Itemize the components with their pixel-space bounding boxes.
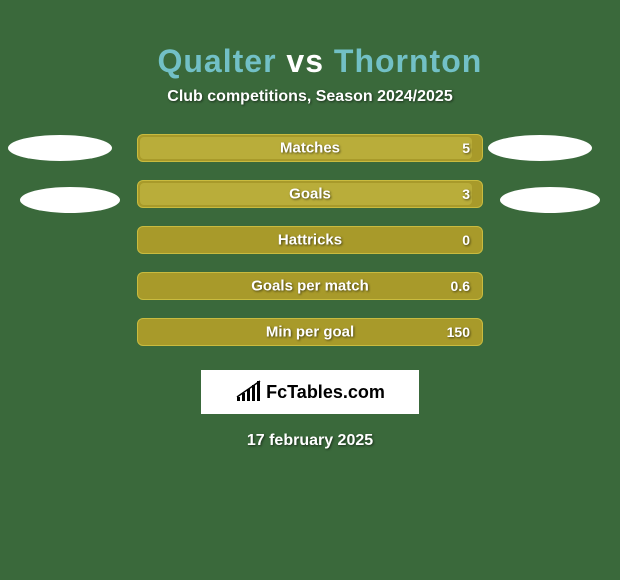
decorative-ellipse [20,187,120,213]
player1-name: Qualter [157,43,276,79]
date-line: 17 february 2025 [0,432,620,450]
stat-row: Min per goal 150 [137,318,483,346]
subtitle: Club competitions, Season 2024/2025 [0,88,620,106]
stat-value: 0.6 [451,278,470,294]
decorative-ellipse [488,135,592,161]
stat-label: Matches [280,140,340,157]
stat-row: Goals 3 [137,180,483,208]
stat-row: Matches 5 [137,134,483,162]
stat-row: Hattricks 0 [137,226,483,254]
stat-label: Hattricks [278,232,342,249]
logo-box: FcTables.com [201,370,419,414]
decorative-ellipse [8,135,112,161]
stat-label: Goals [289,186,331,203]
stat-label: Min per goal [266,324,354,341]
vs-text: vs [286,43,324,79]
comparison-title: Qualter vs Thornton [0,6,620,80]
stat-row: Goals per match 0.6 [137,272,483,300]
barchart-icon [235,379,262,406]
stat-rows: Matches 5 Goals 3 Hattricks 0 Goals per match 0… [137,134,483,346]
stat-label: Goals per match [251,278,369,295]
stat-value: 150 [447,324,470,340]
stat-value: 3 [462,186,470,202]
stat-value: 5 [462,140,470,156]
logo-text: FcTables.com [266,382,385,403]
decorative-ellipse [500,187,600,213]
stat-value: 0 [462,232,470,248]
player2-name: Thornton [334,43,482,79]
stats-area: Matches 5 Goals 3 Hattricks 0 Goals per match 0… [0,134,620,346]
